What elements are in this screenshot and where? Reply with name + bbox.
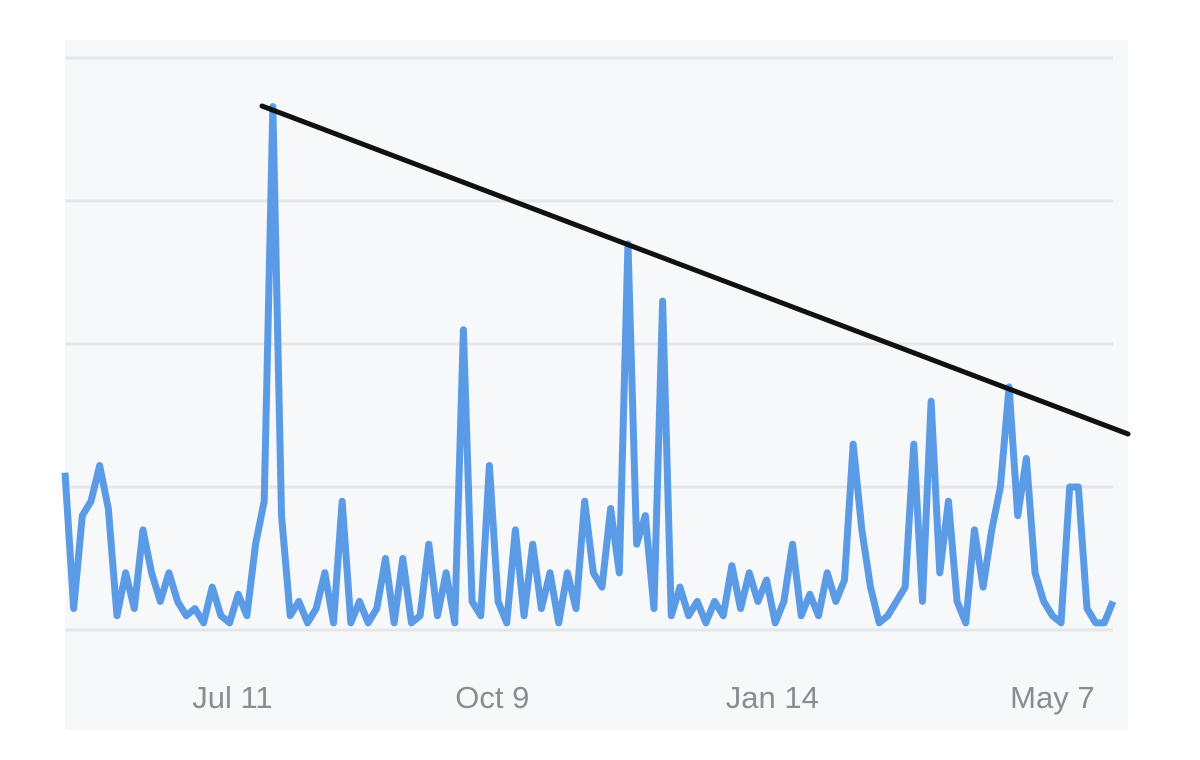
x-tick-label: Oct 9	[455, 680, 529, 715]
x-tick-label: Jan 14	[726, 680, 819, 715]
data-line	[61, 103, 1117, 627]
x-tick-label: Jul 11	[192, 680, 272, 715]
plot	[61, 103, 1117, 627]
x-tick-label: May 7	[1010, 680, 1094, 715]
trend-annotation	[259, 103, 1131, 437]
plot-panel	[65, 40, 1128, 730]
